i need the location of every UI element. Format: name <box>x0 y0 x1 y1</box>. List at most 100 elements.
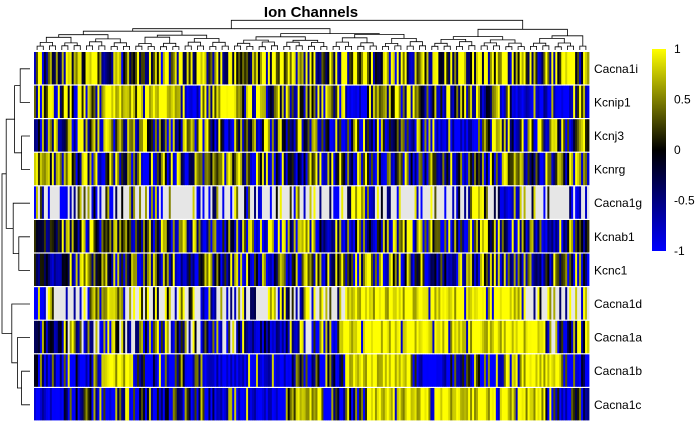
heatmap-cell <box>333 388 336 421</box>
heatmap-cell <box>79 152 82 186</box>
heatmap-cell <box>123 119 126 152</box>
heatmap-cell <box>47 354 51 387</box>
heatmap-cell <box>230 354 233 387</box>
heatmap-cell <box>145 354 148 387</box>
heatmap-cell <box>295 388 299 421</box>
heatmap-cell <box>382 320 386 354</box>
heatmap-cell <box>470 354 473 387</box>
heatmap-cell <box>57 320 61 354</box>
heatmap-cell <box>238 85 241 118</box>
heatmap-cell <box>123 85 126 118</box>
heatmap-cell <box>337 85 340 118</box>
heatmap-cell <box>133 320 136 354</box>
heatmap-cell <box>216 253 219 286</box>
heatmap-cell <box>503 152 507 186</box>
heatmap-cell <box>75 287 79 320</box>
heatmap-cell <box>347 85 350 118</box>
heatmap-cell <box>244 186 247 219</box>
heatmap-cell <box>277 287 281 320</box>
heatmap-cell <box>178 287 182 320</box>
heatmap-cell <box>462 220 465 253</box>
heatmap-cell <box>301 354 304 387</box>
heatmap-cell <box>539 388 542 421</box>
dendrogram-branch <box>147 46 155 50</box>
heatmap-cell <box>327 287 330 320</box>
heatmap-cell <box>206 388 209 421</box>
heatmap-cell <box>497 287 501 320</box>
heatmap-cell <box>188 388 191 421</box>
heatmap-cell <box>289 354 293 387</box>
heatmap-cell <box>39 253 43 286</box>
heatmap-cell <box>535 287 538 320</box>
heatmap-cell <box>115 119 118 152</box>
heatmap-cell <box>515 52 519 85</box>
heatmap-cell <box>466 152 469 186</box>
heatmap-cell <box>561 85 564 118</box>
heatmap-cell <box>519 354 523 387</box>
heatmap-cell <box>468 52 471 85</box>
heatmap-cell <box>333 354 336 387</box>
heatmap-cell <box>89 119 92 152</box>
heatmap-cell <box>416 220 419 253</box>
heatmap-cell <box>208 287 211 320</box>
heatmap-cell <box>442 186 445 219</box>
heatmap-cell <box>216 287 219 320</box>
heatmap-cell <box>406 52 410 85</box>
heatmap-cell <box>472 320 475 354</box>
heatmap-cell <box>192 320 195 354</box>
heatmap-cell <box>107 354 110 387</box>
heatmap-cell <box>386 186 390 219</box>
heatmap-cell <box>204 152 207 186</box>
heatmap-cell <box>361 354 364 387</box>
heatmap-cell <box>269 85 273 118</box>
heatmap-cell <box>466 320 469 354</box>
heatmap-cell <box>184 253 188 286</box>
heatmap-cell <box>315 85 318 118</box>
heatmap-cell <box>176 52 180 85</box>
heatmap-cell <box>295 152 299 186</box>
heatmap-cell <box>67 186 71 219</box>
heatmap-cell <box>216 85 219 118</box>
heatmap-cell <box>515 320 519 354</box>
heatmap-cell <box>468 220 471 253</box>
row-label: Cacna1a <box>594 331 642 345</box>
heatmap-cell <box>426 320 429 354</box>
heatmap-cell <box>200 253 203 286</box>
heatmap-cell <box>380 85 384 118</box>
heatmap-cell <box>166 354 170 387</box>
heatmap-cell <box>256 52 259 85</box>
heatmap-cell <box>65 186 69 219</box>
heatmap-cell <box>464 119 467 152</box>
heatmap-cell <box>57 253 61 286</box>
heatmap-cell <box>349 220 352 253</box>
heatmap-cell <box>422 220 425 253</box>
heatmap-cell <box>172 119 176 152</box>
heatmap-cell <box>162 253 166 286</box>
heatmap-cell <box>148 354 152 387</box>
heatmap-cell <box>325 52 328 85</box>
heatmap-cell <box>468 85 471 118</box>
heatmap-cells <box>34 52 590 421</box>
heatmap-cell <box>55 152 59 186</box>
heatmap-cell <box>361 186 364 219</box>
heatmap-cell <box>119 320 122 354</box>
heatmap-cell <box>148 253 152 286</box>
heatmap-cell <box>319 52 322 85</box>
heatmap-cell <box>365 152 368 186</box>
heatmap-cell <box>257 253 261 286</box>
heatmap-cell <box>196 253 199 286</box>
heatmap-cell <box>577 253 580 286</box>
heatmap-cell <box>495 186 499 219</box>
heatmap-cell <box>331 220 334 253</box>
heatmap-cell <box>200 52 203 85</box>
heatmap-cell <box>259 52 263 85</box>
heatmap-cell <box>65 320 69 354</box>
heatmap-cell <box>202 152 205 186</box>
heatmap-cell <box>472 287 475 320</box>
heatmap-cell <box>374 119 378 152</box>
heatmap-cell <box>545 253 548 286</box>
heatmap-cell <box>331 186 334 219</box>
heatmap-cell <box>43 388 47 421</box>
heatmap-cell <box>335 287 338 320</box>
heatmap-cell <box>513 152 517 186</box>
